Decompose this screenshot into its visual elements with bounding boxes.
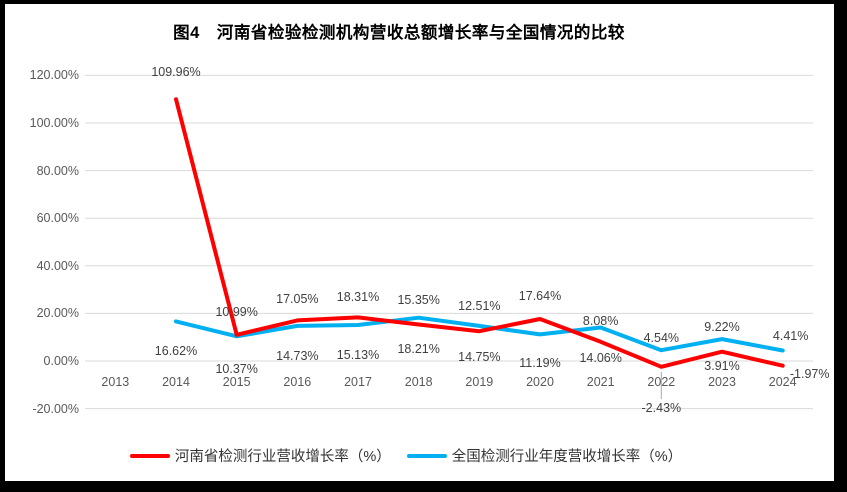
y-axis-tick-label: 80.00%	[36, 163, 79, 178]
data-label-national: 4.41%	[772, 328, 809, 343]
data-label-henan: 17.64%	[518, 289, 562, 304]
chart-canvas	[5, 4, 834, 481]
legend: 河南省检测行业营收增长率（%） 全国检测行业年度营收增长率（%）	[0, 445, 812, 466]
data-label-henan: 109.96%	[151, 65, 201, 80]
legend-label-henan: 河南省检测行业营收增长率（%）	[174, 449, 391, 465]
legend-item-henan: 河南省检测行业营收增长率（%）	[129, 445, 391, 466]
y-axis-tick-label: 0.00%	[43, 354, 79, 368]
national-series-swatch	[406, 453, 447, 458]
x-axis-tick-label: 2017	[344, 375, 372, 389]
data-label-national: 10.37%	[215, 362, 258, 377]
data-label-national: 4.54%	[643, 331, 680, 346]
national-series-line	[174, 315, 785, 353]
x-axis-tick-label: 2024	[768, 375, 797, 389]
y-axis-tick-label: -20.00%	[32, 401, 79, 416]
x-axis-tick-label: 2018	[404, 375, 433, 389]
y-axis-tick-label: 60.00%	[36, 211, 79, 226]
x-axis-tick-label: 2023	[708, 375, 736, 389]
data-label-henan: -1.97%	[789, 366, 830, 381]
x-axis-tick-label: 2016	[283, 375, 312, 389]
data-label-national: 14.06%	[579, 350, 622, 365]
data-label-national: 18.21%	[397, 341, 440, 356]
data-label-national: 16.62%	[154, 344, 198, 359]
x-axis-tick-label: 2015	[222, 375, 251, 389]
data-label-henan: 18.31%	[336, 290, 380, 305]
data-label-henan: 10.99%	[215, 304, 258, 319]
x-axis-tick-label: 2019	[465, 375, 494, 389]
data-label-national: 11.19%	[519, 356, 561, 371]
data-label-henan: 3.91%	[704, 358, 740, 373]
chart-title: 图4 河南省检验检测机构营收总额增长率与全国情况的比较	[173, 24, 625, 42]
henan-series-line	[174, 97, 785, 369]
henan-series-swatch	[129, 453, 170, 458]
legend-label-national: 全国检测行业年度营收增长率（%）	[451, 449, 683, 465]
x-axis-tick-label: 2022	[647, 375, 676, 389]
x-axis-tick-label: 2013	[101, 375, 130, 389]
y-axis-tick-label: 100.00%	[29, 116, 79, 130]
data-label-henan: 15.35%	[397, 293, 440, 308]
y-axis-tick-label: 120.00%	[29, 68, 79, 83]
data-label-national: 15.13%	[336, 347, 380, 362]
legend-item-national: 全国检测行业年度营收增长率（%）	[406, 445, 683, 466]
data-label-henan: 17.05%	[276, 292, 319, 307]
y-axis-tick-label: 40.00%	[36, 258, 79, 273]
data-label-henan: -2.43%	[641, 400, 682, 415]
data-label-national: 9.22%	[704, 320, 740, 335]
data-label-henan: 12.51%	[458, 299, 501, 314]
data-label-national: 14.75%	[458, 349, 501, 364]
x-axis-tick-label: 2014	[162, 375, 190, 389]
y-axis-tick-label: 20.00%	[36, 306, 79, 321]
data-label-henan: 8.08%	[582, 313, 619, 328]
data-label-national: 14.73%	[276, 348, 319, 363]
x-axis-tick-label: 2021	[586, 375, 615, 389]
x-axis-tick-label: 2020	[526, 375, 554, 389]
